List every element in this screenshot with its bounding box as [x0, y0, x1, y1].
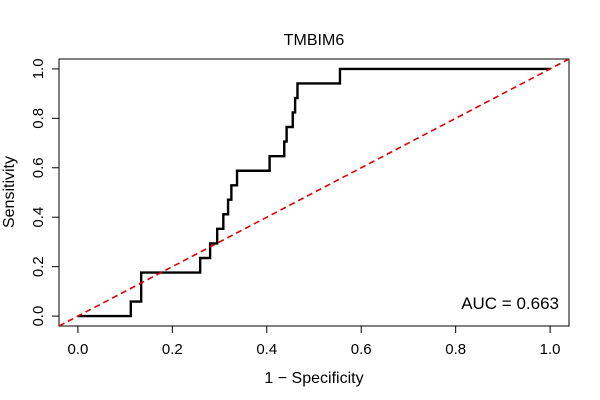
chance-diagonal-line [59, 59, 569, 326]
x-tick-label: 0.4 [256, 341, 277, 358]
y-tick-label: 1.0 [30, 58, 47, 79]
y-axis-label: Sensitivity [1, 156, 18, 228]
x-tick-label: 0.0 [67, 341, 88, 358]
y-tick-label: 0.0 [30, 306, 47, 327]
roc-curve-line [77, 67, 551, 318]
y-axis-ticks: 0.0 0.2 0.4 0.6 0.8 1.0 [30, 58, 60, 327]
chart-title: TMBIM6 [284, 32, 345, 49]
y-tick-label: 0.6 [30, 157, 47, 178]
x-tick-label: 0.6 [351, 341, 372, 358]
x-axis-ticks: 0.0 0.2 0.4 0.6 0.8 1.0 [67, 325, 561, 358]
x-tick-label: 0.2 [162, 341, 183, 358]
y-tick-label: 0.2 [30, 256, 47, 277]
x-tick-label: 0.8 [445, 341, 466, 358]
x-tick-label: 1.0 [540, 341, 561, 358]
y-tick-label: 0.8 [30, 108, 47, 129]
plot-area [58, 58, 570, 327]
x-axis-label: 1 − Specificity [264, 370, 363, 387]
y-tick-label: 0.4 [30, 207, 47, 228]
auc-annotation: AUC = 0.663 [461, 294, 559, 313]
